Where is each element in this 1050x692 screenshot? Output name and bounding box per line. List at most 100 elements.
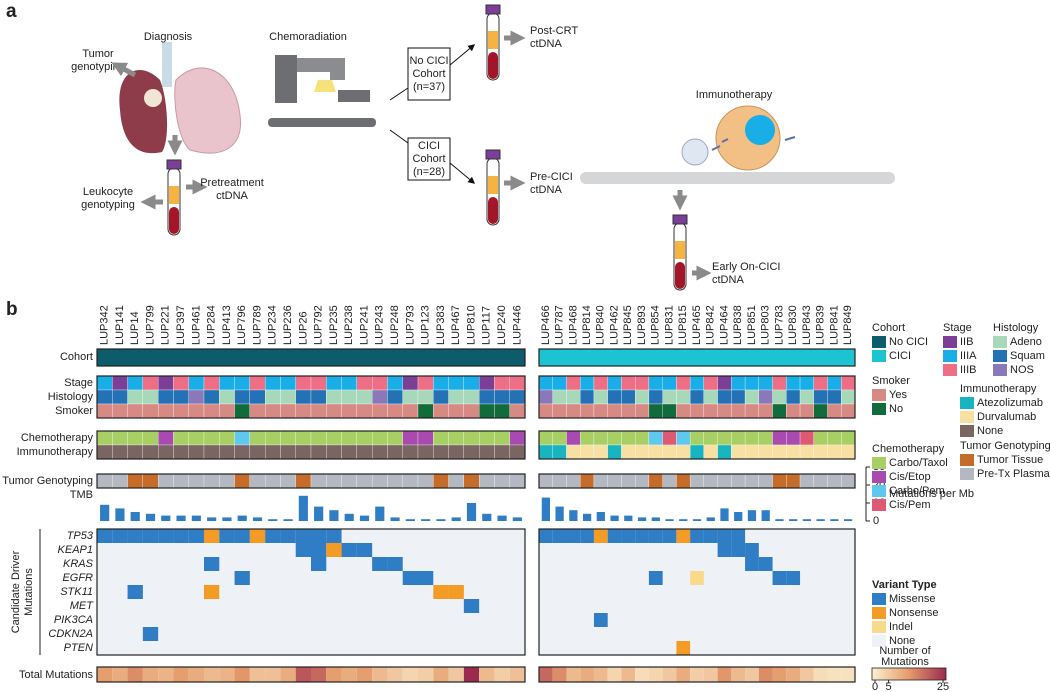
- patient-id: LUP235: [328, 305, 340, 345]
- legend-swatch: [872, 336, 886, 348]
- immunotherapy-cell: [341, 444, 358, 460]
- immunotherapy-cell: [635, 444, 650, 460]
- mutation-background: [539, 529, 855, 655]
- immunotherapy-cell: [509, 444, 526, 460]
- mutation-cell: [219, 529, 235, 543]
- immunotherapy-cell: [731, 444, 746, 460]
- smoker-cell: [566, 403, 581, 419]
- immunotherapy-cell: [758, 444, 773, 460]
- genotyping-cell: [635, 473, 650, 489]
- patient-id: LUP14: [129, 311, 141, 345]
- total-mutations-cell: [326, 667, 342, 682]
- table: [268, 118, 376, 127]
- smoker-cell: [188, 403, 205, 419]
- gene-label: STK11: [60, 586, 93, 598]
- patient-id: LUP815: [677, 305, 689, 345]
- connector: [389, 129, 409, 144]
- patient-id: LUP468: [567, 305, 579, 345]
- scale-tick-label: 0: [872, 681, 878, 692]
- patient-id: LUP843: [801, 305, 813, 345]
- cell: [681, 138, 709, 166]
- smoker-cell: [703, 403, 718, 419]
- legend-label: Tumor Tissue: [977, 454, 1043, 466]
- tmb-bar: [596, 512, 605, 521]
- smoker-cell: [264, 403, 281, 419]
- genotyping-cell: [448, 473, 465, 489]
- chemotherapy-cell: [173, 430, 189, 446]
- stage-cell: [478, 375, 495, 391]
- stage-cell: [219, 375, 235, 391]
- total-mutations-cell: [703, 667, 718, 682]
- immunotherapy-cell: [827, 444, 842, 460]
- total-mutations-cell: [772, 667, 787, 682]
- tmb-bar: [390, 517, 400, 521]
- tumor: [144, 89, 162, 107]
- patient-id: LUP462: [608, 305, 620, 345]
- block-outline: [96, 375, 526, 419]
- mutation-cell: [326, 529, 342, 543]
- mutation-cell: [234, 529, 250, 543]
- chemotherapy-cell: [219, 430, 235, 446]
- stage-cell: [234, 375, 251, 391]
- immunotherapy-cell: [188, 444, 205, 460]
- cohort-band: [539, 349, 855, 366]
- smoker-cell: [731, 403, 746, 419]
- legend-swatch: [960, 397, 974, 409]
- smoker-cell: [772, 403, 787, 419]
- mutation-cell: [173, 529, 189, 543]
- histology-cell: [662, 389, 677, 405]
- immunotherapy-cell: [249, 444, 266, 460]
- total-mutations-cell: [786, 667, 801, 682]
- mutation-cell: [593, 613, 608, 627]
- legend-label: NOS: [1010, 364, 1034, 376]
- smoker-cell: [356, 403, 373, 419]
- legend-swatch: [872, 403, 886, 415]
- smoker-cell: [758, 403, 773, 419]
- stage-cell: [387, 375, 403, 391]
- smoker-cell: [717, 403, 732, 419]
- step-label: ctDNA: [216, 190, 248, 202]
- genotyping-cell: [280, 473, 296, 489]
- stage-cell: [448, 375, 465, 391]
- smoker-cell: [786, 403, 801, 419]
- smoker-cell: [96, 403, 113, 419]
- genotyping-cell: [689, 473, 705, 489]
- stage-cell: [827, 375, 842, 391]
- genotyping-cell: [310, 473, 327, 489]
- total-mutations-cell: [142, 667, 159, 682]
- total-mutations-cell: [813, 667, 828, 682]
- patient-id: LUP465: [691, 305, 703, 345]
- scale-title: Mutations: [881, 656, 929, 668]
- blood-tube: [485, 4, 501, 81]
- patient-id: LUP838: [732, 305, 744, 345]
- histology-cell: [494, 389, 510, 405]
- legend-swatch: [960, 411, 974, 423]
- immunotherapy-cell: [478, 444, 495, 460]
- tmb-bar: [268, 519, 278, 521]
- tmb-bar: [555, 506, 564, 521]
- immunotherapy-cell: [387, 444, 403, 460]
- chemotherapy-cell: [112, 430, 128, 446]
- genotyping-cell: [717, 473, 732, 489]
- tmb-bar: [624, 515, 633, 521]
- smoker-cell: [580, 403, 595, 419]
- smoker-cell: [280, 403, 296, 419]
- legend-swatch: [872, 457, 886, 469]
- patient-id: LUP234: [267, 305, 279, 345]
- genotyping-cell: [566, 473, 581, 489]
- immunotherapy-cell: [662, 444, 677, 460]
- mutation-cell: [648, 571, 663, 585]
- patient-id: LUP789: [251, 305, 263, 345]
- legend-swatch: [943, 364, 957, 376]
- smoker-cell: [417, 403, 434, 419]
- stage-cell: [264, 375, 281, 391]
- histology-cell: [219, 389, 235, 405]
- gene-label: PIK3CA: [54, 614, 93, 626]
- tmb-bar: [775, 519, 784, 521]
- legend-label: Nonsense: [889, 607, 939, 619]
- histology-cell: [234, 389, 251, 405]
- total-mutations-cell: [97, 667, 113, 682]
- genotyping-cell: [552, 473, 567, 489]
- mutation-cell: [280, 529, 296, 543]
- patient-id: LUP26: [297, 311, 309, 345]
